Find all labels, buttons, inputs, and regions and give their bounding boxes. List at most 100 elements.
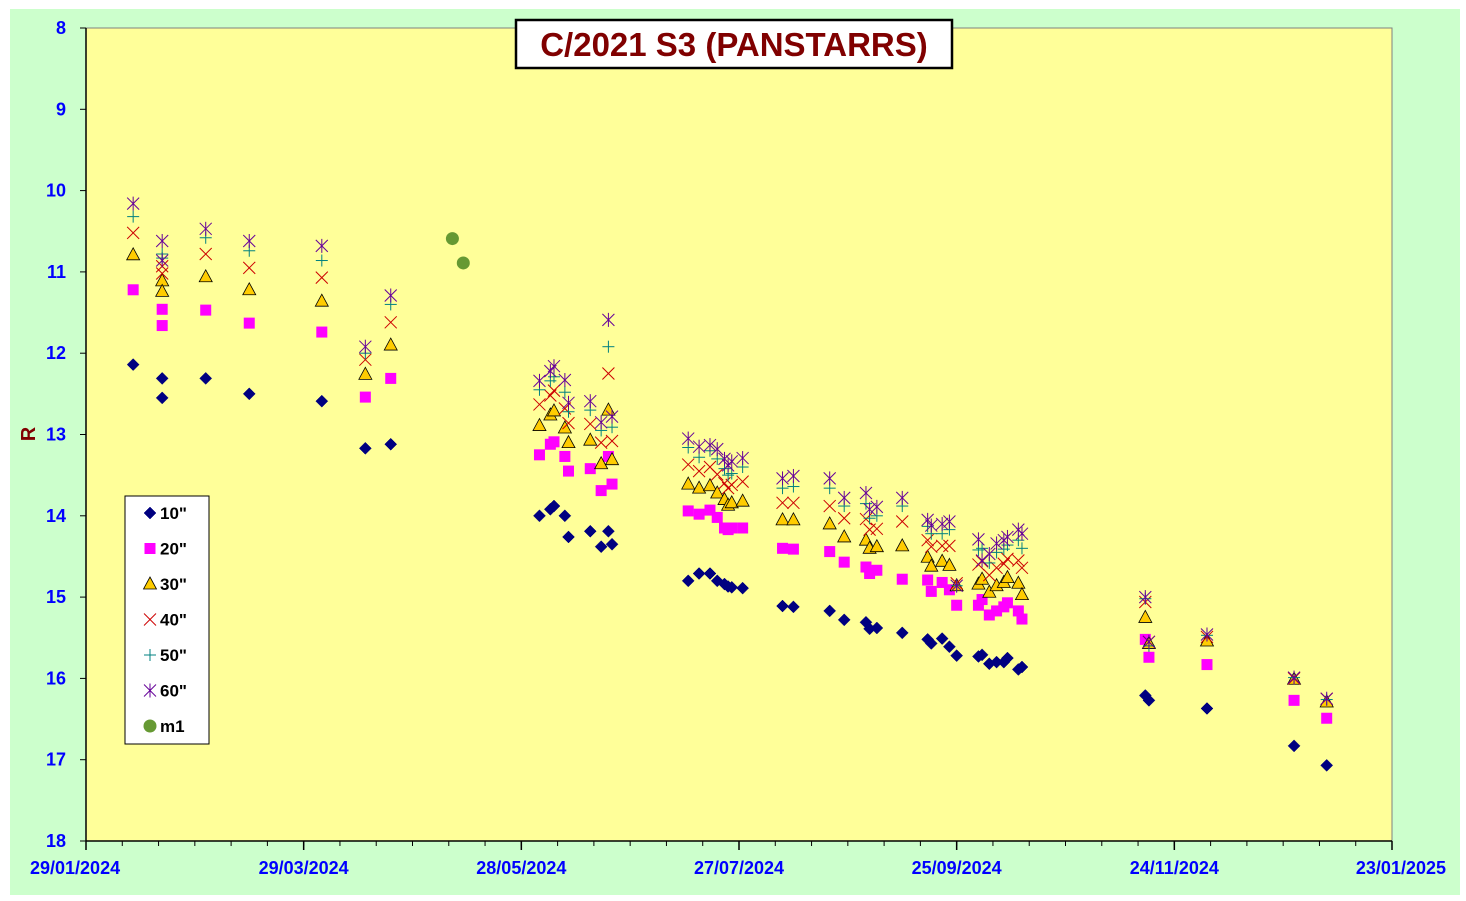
data-point [533,373,546,388]
data-point [595,485,607,497]
data-point [384,288,398,303]
data-point [562,530,575,544]
data-point [823,604,837,618]
data-point [1138,590,1152,605]
data-point [924,637,938,650]
data-point [935,516,949,531]
data-point [864,568,876,580]
data-point [1287,670,1301,685]
data-point [546,403,562,417]
data-point [704,504,716,516]
data-point [787,496,800,510]
data-point [1288,694,1300,706]
data-point [681,458,695,471]
x-tick-label: 28/05/2024 [476,858,566,878]
data-point [594,436,608,449]
data-point [823,471,837,486]
data-point [735,493,750,507]
data-point [975,553,989,568]
data-point [383,337,398,351]
series-6 [126,196,1334,706]
data-point [726,522,738,534]
y-tick-label: 15 [46,587,66,607]
data-point [594,415,608,430]
data-point [315,271,329,284]
data-point [1012,605,1024,617]
legend-label: 10" [160,504,187,523]
data-point [870,621,884,635]
data-point [870,522,884,536]
data-point [1011,575,1026,589]
data-point [895,626,909,640]
data-point [871,564,883,576]
data-point [199,221,213,236]
data-point [870,499,884,514]
data-point [584,463,596,475]
data-point [1321,712,1333,724]
x-tick-label: 24/11/2024 [1130,858,1219,878]
data-point [126,358,140,371]
legend-label: 20" [160,540,187,559]
data-point [242,281,257,296]
data-point [682,505,694,517]
data-point [1143,651,1155,663]
data-point [384,315,398,329]
data-point [604,451,620,466]
data-point [548,436,560,448]
data-point [976,542,989,555]
y-tick-label: 17 [46,750,66,770]
data-point [724,494,739,509]
data-point [681,476,696,490]
data-point [155,283,170,297]
y-tick-label: 11 [47,262,66,282]
y-tick-label: 8 [56,18,66,38]
data-point [693,508,705,520]
y-tick-label: 12 [46,343,66,363]
data-point [602,340,615,353]
data-point [602,312,615,327]
data-point [935,539,949,553]
data-point [776,471,789,486]
axes [80,27,1393,850]
data-point [156,320,168,332]
data-point [710,442,724,457]
data-point [316,326,328,338]
y-tick-label: 10 [46,181,66,201]
data-point [710,485,725,499]
data-point [702,477,718,492]
data-point [561,434,576,449]
data-point [943,640,956,654]
data-point [127,210,140,223]
data-point [359,391,371,403]
data-point [445,232,459,246]
data-point [924,518,938,533]
legend-label: 50" [160,646,187,665]
chart-title: C/2021 S3 (PANSTARRS) [540,26,928,63]
data-point [198,268,213,283]
series-2 [127,284,1333,724]
data-point [1287,739,1301,753]
data-point [710,467,724,481]
x-tick-label: 29/03/2024 [259,858,349,878]
data-point [315,254,328,267]
data-point [681,574,695,588]
data-point [315,394,329,408]
data-point [983,609,995,621]
data-point [1139,633,1151,645]
data-point [859,486,873,501]
legend: 10" 20" 30" 40" 50" 60" m1 [124,495,210,745]
data-point [243,317,255,329]
data-point [547,359,561,374]
data-marks [125,196,1334,772]
data-point [1320,691,1334,706]
data-point [681,431,695,446]
data-point [602,367,615,380]
x-tick-label: 23/01/2025 [1356,858,1446,878]
data-point [692,567,706,580]
x-tick-label: 29/01/2024 [30,858,120,878]
data-point [951,599,963,611]
data-point [692,439,706,454]
data-point [606,478,618,490]
data-point [703,567,717,580]
data-point [786,512,801,526]
